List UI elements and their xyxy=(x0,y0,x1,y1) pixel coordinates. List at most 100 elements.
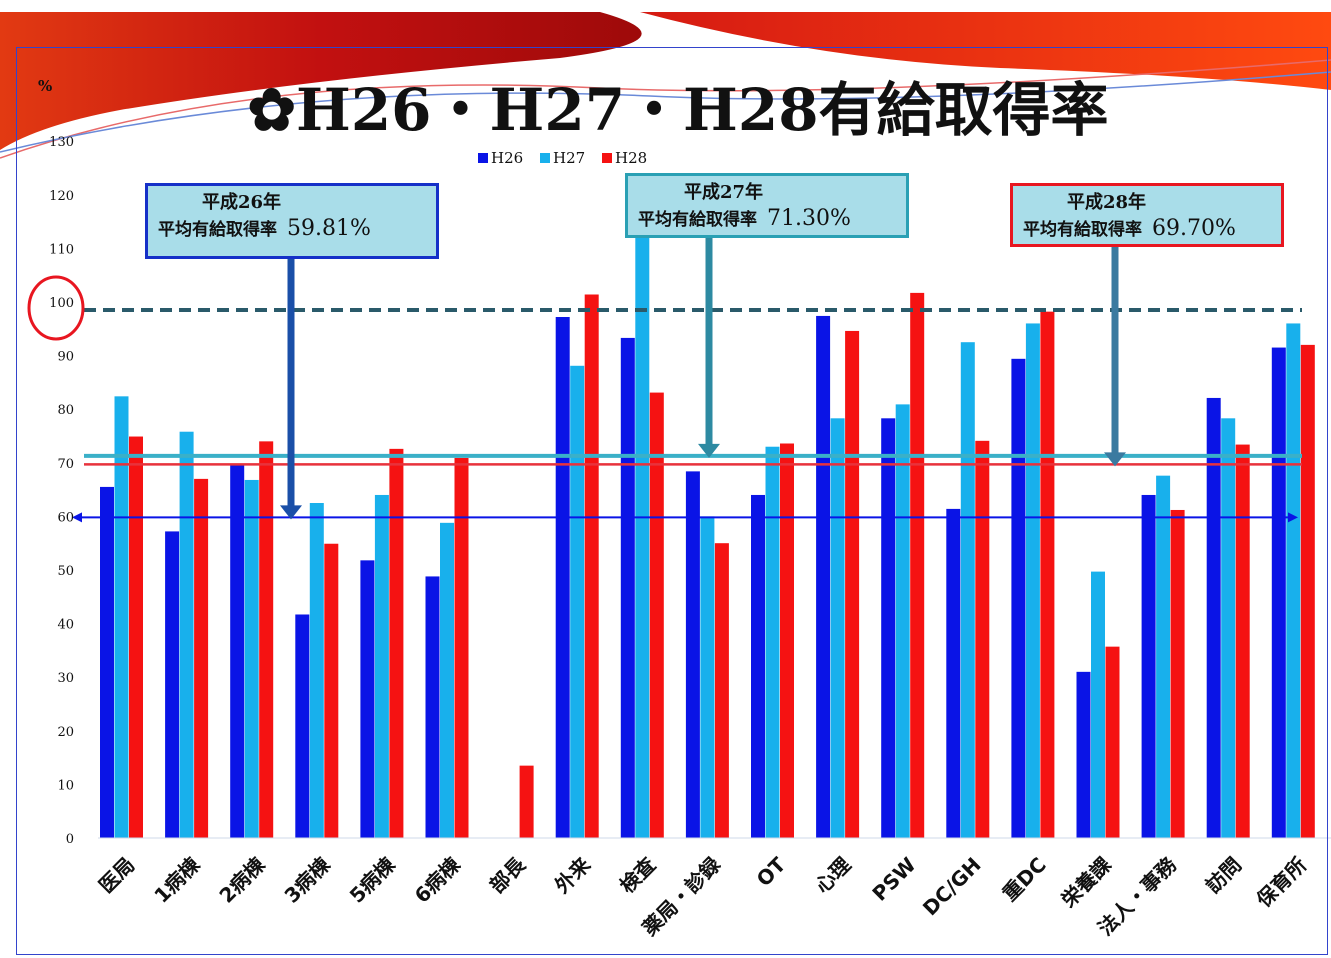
bar-h26 xyxy=(1271,347,1286,838)
bar-h26 xyxy=(946,508,961,838)
bar-h28 xyxy=(259,441,274,838)
bar-h26 xyxy=(1011,358,1026,838)
bar-h27 xyxy=(570,365,585,838)
bar-h28 xyxy=(129,436,143,838)
legend-swatch-h27 xyxy=(540,153,550,163)
y-tick-label: 10 xyxy=(57,778,74,793)
x-tick-label: 部長 xyxy=(485,852,531,898)
x-tick-label: 2病棟 xyxy=(214,852,270,908)
y-tick-label: 50 xyxy=(57,564,74,579)
x-tick-label: 医局 xyxy=(94,853,139,898)
average-lines xyxy=(72,308,1302,523)
bars-group xyxy=(98,221,1331,839)
bar-h26 xyxy=(816,315,831,838)
legend-label-h28: H28 xyxy=(615,149,647,167)
bar-h27 xyxy=(440,522,454,838)
legend-label-h27: H27 xyxy=(553,149,585,167)
arrow-h28-head xyxy=(1104,452,1126,467)
bar-h27 xyxy=(635,221,650,839)
x-tick-label: DC/GH xyxy=(918,853,986,921)
y-tick-label: 130 xyxy=(49,135,74,150)
callout-h28-average: 平成28年 平均有給取得率 69.70% xyxy=(1010,183,1284,247)
bar-h26 xyxy=(165,531,180,838)
callout-h27-title: 平成27年 xyxy=(684,182,764,203)
callout-h28-label: 平均有給取得率 xyxy=(1023,219,1142,240)
y-tick-label: 100 xyxy=(49,296,74,311)
callout-h26-average: 平成26年 平均有給取得率 59.81% xyxy=(145,183,439,259)
bar-h28 xyxy=(519,765,534,838)
arrow-h27-head xyxy=(698,443,720,458)
header-swoosh xyxy=(0,12,1331,159)
y-tick-label: 30 xyxy=(57,671,74,686)
highlight-circle-100 xyxy=(27,275,85,341)
x-tick-label: 保育所 xyxy=(1251,853,1311,913)
bar-h28 xyxy=(389,448,404,838)
y-tick-label: 90 xyxy=(57,350,74,365)
bar-h26 xyxy=(1141,494,1156,838)
bar-h28 xyxy=(1170,509,1185,838)
bar-h28 xyxy=(910,292,925,838)
y-tick-label: 120 xyxy=(49,189,74,204)
bar-h28 xyxy=(1300,344,1315,838)
bar-h26 xyxy=(555,317,570,838)
y-tick-label: 20 xyxy=(57,725,74,740)
y-tick-label: 40 xyxy=(57,618,74,633)
bar-h27 xyxy=(1025,323,1040,838)
legend-label-h26: H26 xyxy=(491,149,523,167)
y-tick-label: 70 xyxy=(57,457,74,472)
bar-h26 xyxy=(100,486,114,838)
bar-h27 xyxy=(765,446,780,838)
bar-h26 xyxy=(620,337,635,838)
callout-h27-label: 平均有給取得率 xyxy=(638,209,757,230)
bar-h28 xyxy=(324,543,339,838)
reference-arrowhead-left xyxy=(72,512,82,523)
bar-h26 xyxy=(1206,397,1221,838)
y-tick-label: 0 xyxy=(66,832,74,847)
bar-h26 xyxy=(685,471,700,838)
bar-h27 xyxy=(960,342,975,838)
y-tick-label: 80 xyxy=(57,403,74,418)
bar-h27 xyxy=(114,396,129,838)
x-tick-label: 6病棟 xyxy=(410,852,466,908)
x-tick-label: 外来 xyxy=(550,852,596,898)
callout-h27-average: 平成27年 平均有給取得率 71.30% xyxy=(625,173,909,238)
x-tick-label: PSW xyxy=(867,853,920,906)
bar-h27 xyxy=(1091,571,1105,838)
bar-h28 xyxy=(975,440,990,838)
legend-swatch-h26 xyxy=(478,153,488,163)
callout-h26-value: 59.81% xyxy=(287,215,371,241)
bar-h26 xyxy=(1076,671,1091,838)
x-tick-label: 5病棟 xyxy=(345,852,401,908)
y-axis-unit: % xyxy=(38,77,52,95)
bar-h26 xyxy=(881,418,896,838)
callout-h28-title: 平成28年 xyxy=(1067,192,1147,213)
y-tick-label: 60 xyxy=(57,510,74,525)
bar-h28 xyxy=(845,330,860,838)
x-tick-label: 訪問 xyxy=(1201,853,1246,898)
callout-h26-label: 平均有給取得率 xyxy=(158,219,277,240)
y-tick-label: 110 xyxy=(49,242,74,257)
bar-h27 xyxy=(895,404,910,838)
bar-h28 xyxy=(649,392,664,838)
x-tick-label: 1病棟 xyxy=(149,852,205,908)
bar-h28 xyxy=(454,457,469,838)
bar-h28 xyxy=(194,478,209,838)
callout-h28-value: 69.70% xyxy=(1152,215,1236,241)
bar-h27 xyxy=(309,503,324,838)
arrow-h26-head xyxy=(280,505,302,520)
bar-h27 xyxy=(179,431,194,838)
legend: H26 H27 H28 xyxy=(478,149,647,167)
callout-h26-title: 平成26年 xyxy=(202,192,282,213)
bar-h28 xyxy=(1105,646,1120,838)
bar-h28 xyxy=(584,294,599,839)
callout-h27-value: 71.30% xyxy=(767,205,851,231)
bar-h27 xyxy=(1156,475,1171,838)
bar-h27 xyxy=(700,516,715,838)
bar-h26 xyxy=(230,463,245,838)
x-tick-label: 3病棟 xyxy=(280,852,336,908)
chart-title: ✿H26・H27・H28有給取得率 xyxy=(247,76,1108,144)
bar-h27 xyxy=(1286,323,1301,838)
x-tick-label: OT xyxy=(752,852,791,891)
